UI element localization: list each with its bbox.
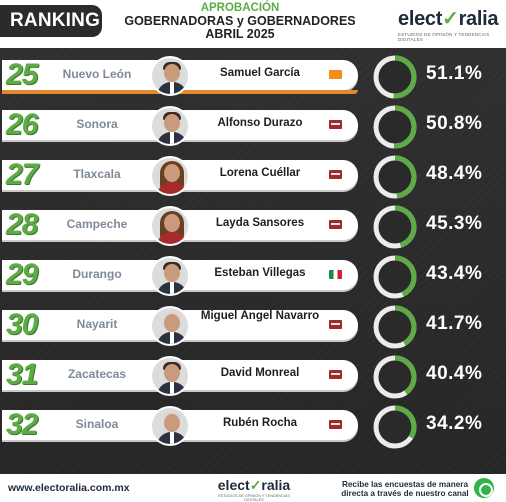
approval-gauge (373, 355, 417, 399)
governor-name: Rubén Rocha (222, 417, 298, 429)
footer-brand-prefix: elect (217, 477, 250, 493)
approval-gauge (373, 255, 417, 299)
party-logo-icon (329, 120, 342, 129)
state-name: Tlaxcala (73, 167, 121, 181)
governor-name: Alfonso Durazo (217, 117, 303, 129)
approval-gauge (373, 55, 417, 99)
approval-value: 48.4% (426, 163, 483, 184)
governor-name: Esteban Villegas (214, 267, 306, 279)
rank-number: 27 (6, 158, 38, 191)
gauge-fill (373, 105, 417, 149)
gauge-fill (373, 305, 417, 349)
ranking-row: 31 Zacatecas David Monreal 40.4% (0, 355, 506, 400)
approval-value: 40.4% (426, 363, 483, 384)
gauge-fill (373, 55, 417, 99)
state-name: Nuevo León (62, 67, 132, 81)
rank-number: 25 (6, 58, 38, 91)
cta-line-1: Recibe las encuestas de manera (341, 480, 469, 489)
ranking-row: 27 Tlaxcala Lorena Cuéllar 48.4% (0, 155, 506, 200)
governor-name: Lorena Cuéllar (219, 167, 301, 179)
governor-photo (150, 156, 190, 196)
approval-value: 51.1% (426, 63, 483, 84)
rank-number: 29 (6, 258, 38, 291)
approval-value: 43.4% (426, 263, 483, 284)
approval-value: 41.7% (426, 313, 483, 334)
approval-gauge (373, 405, 417, 449)
governor-photo (150, 356, 190, 396)
brand-logo: elect✓ralia ESTUDIOS DE OPINIÓN Y TENDEN… (398, 6, 502, 42)
party-logo-icon (329, 220, 342, 229)
state-name: Durango (72, 267, 122, 281)
party-logo-icon (329, 420, 342, 429)
ranking-row: 26 Sonora Alfonso Durazo 50.8% (0, 105, 506, 150)
approval-value: 34.2% (426, 413, 483, 434)
ranking-tab: RANKING (0, 3, 104, 39)
brand-tagline: ESTUDIOS DE OPINIÓN Y TENDENCIAS DIGITAL… (398, 32, 490, 42)
ranking-row: 30 Nayarit Miguel Ángel Navarro 41.7% (0, 305, 506, 350)
state-name: Campeche (66, 217, 128, 231)
approval-gauge (373, 205, 417, 249)
whatsapp-icon[interactable] (474, 478, 494, 498)
state-name: Sinaloa (75, 417, 119, 431)
footer-brand-logo: elect✓ralia ESTUDIOS DE OPINIÓN Y TENDEN… (216, 477, 292, 502)
governor-photo (150, 256, 190, 296)
governor-photo (150, 56, 190, 96)
ranking-row: 29 Durango Esteban Villegas 43.4% (0, 255, 506, 300)
header: RANKING APROBACIÓN GOBERNADORAS y GOBERN… (0, 0, 506, 48)
footer-brand-tagline: ESTUDIOS DE OPINIÓN Y TENDENCIAS DIGITAL… (218, 494, 290, 502)
approval-gauge (373, 305, 417, 349)
ranking-row: 28 Campeche Layda Sansores 45.3% (0, 205, 506, 250)
title-line-1: APROBACIÓN (200, 2, 280, 14)
website-link[interactable]: www.electoralia.com.mx (8, 482, 130, 494)
approval-value: 50.8% (426, 113, 483, 134)
party-logo-icon (329, 70, 342, 79)
gauge-fill (373, 155, 417, 199)
governor-name: David Monreal (220, 367, 300, 379)
check-icon: ✓ (442, 8, 459, 30)
gauge-fill (373, 355, 417, 399)
approval-gauge (373, 155, 417, 199)
brand-prefix: elect (398, 8, 443, 30)
footer-check-icon: ✓ (249, 477, 262, 493)
governor-name: Miguel Ángel Navarro (200, 310, 320, 322)
rank-number: 26 (6, 108, 38, 141)
ranking-row: 32 Sinaloa Rubén Rocha 34.2% (0, 405, 506, 450)
rank-number: 31 (6, 358, 38, 391)
rank-number: 32 (6, 408, 38, 441)
state-name: Zacatecas (67, 367, 127, 381)
ranking-label: RANKING (10, 10, 101, 31)
page-title: APROBACIÓN GOBERNADORAS y GOBERNADORES A… (120, 2, 360, 41)
gauge-fill (373, 405, 417, 449)
approval-value: 45.3% (426, 213, 483, 234)
channel-cta: Recibe las encuestas de manera directa a… (340, 480, 470, 498)
state-name: Nayarit (76, 317, 118, 331)
party-logo-icon (329, 170, 342, 179)
governor-name: Samuel García (220, 67, 300, 79)
governor-photo (150, 106, 190, 146)
title-line-3: ABRIL 2025 (205, 27, 275, 41)
rank-number: 28 (6, 208, 38, 241)
footer: www.electoralia.com.mx elect✓ralia ESTUD… (0, 474, 506, 502)
approval-gauge (373, 105, 417, 149)
party-logo-icon (329, 370, 342, 379)
brand-suffix: ralia (458, 8, 499, 30)
gauge-fill (373, 205, 417, 249)
gauge-fill (373, 255, 417, 299)
ranking-row: 25 Nuevo León Samuel García 51.1% (0, 55, 506, 100)
rank-number: 30 (6, 308, 38, 341)
state-name: Sonora (76, 117, 118, 131)
party-logo-icon (329, 320, 342, 329)
governor-photo (150, 206, 190, 246)
governor-photo (150, 306, 190, 346)
title-line-2: GOBERNADORAS y GOBERNADORES (124, 14, 356, 28)
governor-photo (150, 406, 190, 446)
footer-brand-suffix: ralia (261, 477, 291, 493)
governor-name: Layda Sansores (215, 217, 305, 229)
cta-line-2: directa a través de nuestro canal (341, 489, 469, 498)
party-logo-icon (329, 270, 342, 279)
